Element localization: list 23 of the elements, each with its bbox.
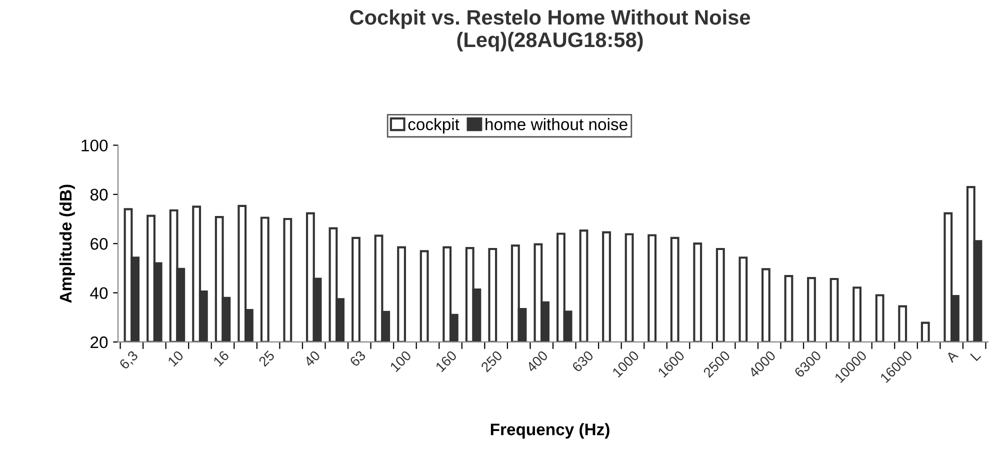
x-tick-label: 400 bbox=[526, 350, 548, 373]
y-tick-label: 80 bbox=[90, 188, 108, 201]
x-axis-title: Frequency (Hz) bbox=[490, 423, 610, 439]
y-axis-title: Amplitude (dB) bbox=[59, 184, 75, 303]
x-tick-label: 10 bbox=[167, 350, 184, 367]
y-tick-label: 100 bbox=[82, 140, 108, 152]
y-tick-label: 60 bbox=[90, 238, 108, 250]
y-tick-label: 20 bbox=[90, 336, 108, 348]
x-tick-label: L bbox=[970, 350, 982, 362]
x-tick-label: 100 bbox=[390, 350, 412, 372]
x-tick-label: A bbox=[945, 350, 959, 364]
y-tick-label: 40 bbox=[90, 287, 108, 299]
x-tick-label: 250 bbox=[480, 350, 503, 372]
x-tick-label: 630 bbox=[572, 350, 594, 372]
x-tick-label: 6,3 bbox=[118, 350, 140, 371]
chart-title: Cockpit vs. Restelo Home Without Noise (Leq)(28AUG18:58) bbox=[350, 9, 750, 52]
legend-label: cockpit bbox=[408, 118, 460, 134]
x-tick-label: 160 bbox=[435, 350, 458, 372]
x-tick-label: 16 bbox=[212, 350, 230, 367]
legend-label: home without noise bbox=[486, 118, 628, 130]
x-tick-label: 25 bbox=[258, 350, 276, 367]
x-tick-label: 63 bbox=[349, 350, 366, 367]
x-tick-label: 40 bbox=[303, 350, 321, 368]
